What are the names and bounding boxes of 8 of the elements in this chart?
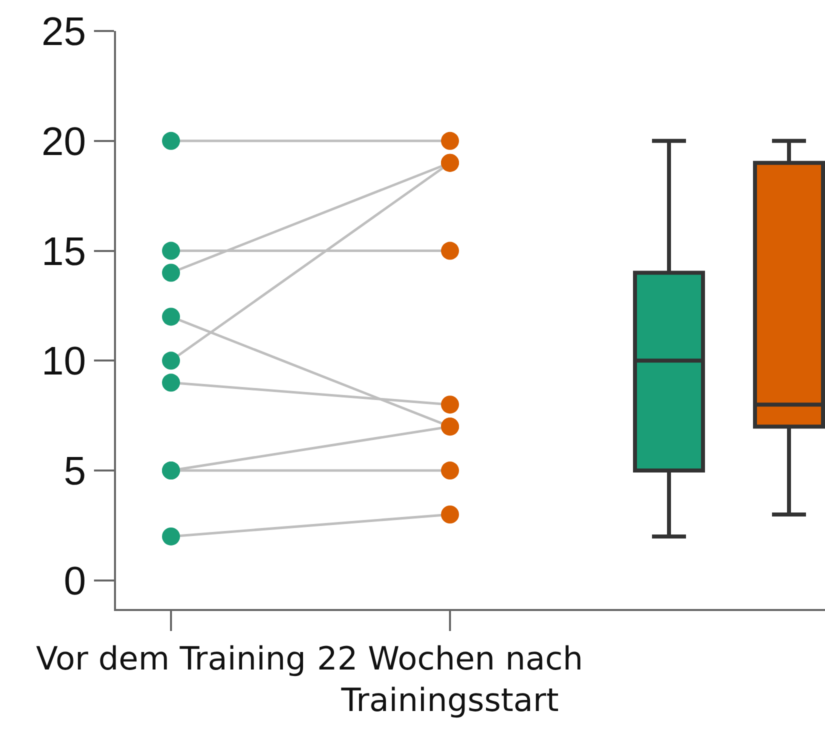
y-tick-label: 15 bbox=[42, 230, 86, 274]
y-tick-label: 25 bbox=[42, 10, 86, 54]
y-tick-label: 5 bbox=[64, 450, 86, 494]
x-tick-label: Vor dem Training bbox=[36, 639, 306, 678]
x-tick-label: 22 Wochen nach Trainingsstart bbox=[316, 639, 584, 719]
y-tick-label: 20 bbox=[42, 120, 86, 164]
y-tick-label: 10 bbox=[42, 340, 86, 384]
y-tick-label: 0 bbox=[64, 559, 86, 604]
